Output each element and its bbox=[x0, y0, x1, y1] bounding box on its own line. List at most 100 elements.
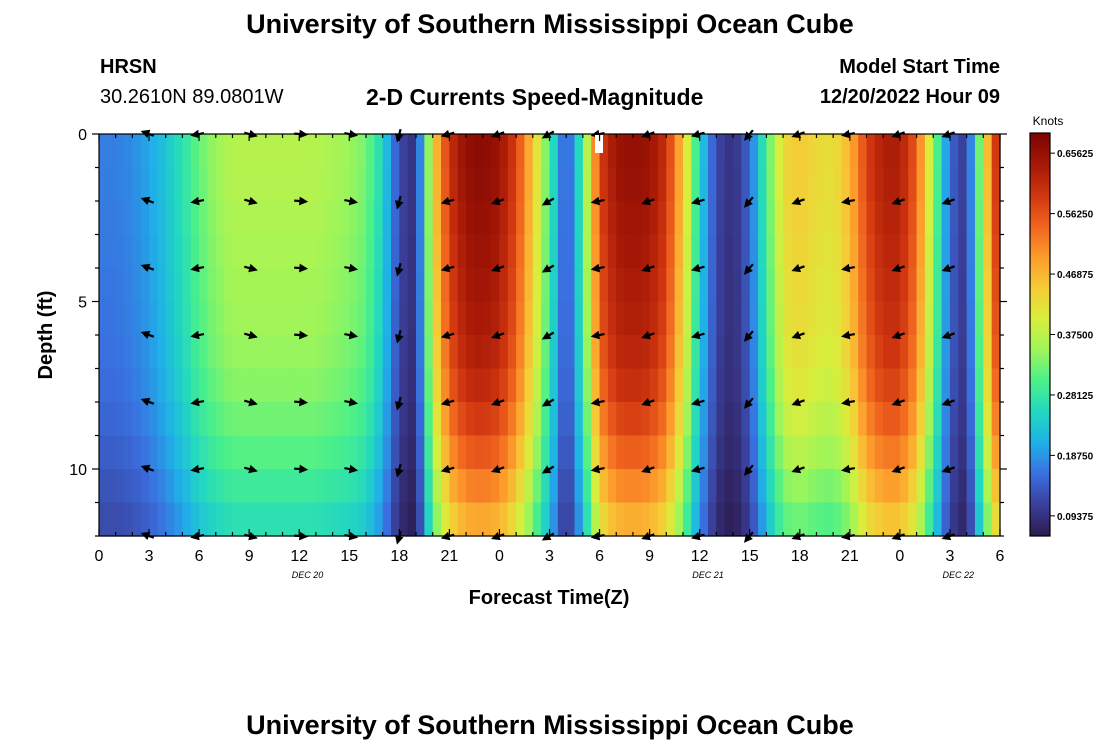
heatmap-cell bbox=[666, 268, 676, 303]
footer-title: University of Southern Mississippi Ocean… bbox=[246, 710, 854, 740]
current-arrow bbox=[541, 331, 555, 340]
heatmap-cell bbox=[491, 268, 501, 303]
current-arrow bbox=[490, 464, 505, 474]
heatmap-cell bbox=[649, 435, 659, 470]
heatmap-cell bbox=[849, 402, 859, 437]
heatmap-cell bbox=[908, 234, 918, 269]
heatmap-cell bbox=[407, 234, 417, 269]
heatmap-cell bbox=[758, 268, 767, 303]
heatmap-cell bbox=[457, 502, 467, 537]
heatmap-cell bbox=[591, 268, 601, 303]
heatmap-cell bbox=[407, 335, 417, 370]
heatmap-cell bbox=[174, 234, 184, 269]
heatmap-cell bbox=[382, 368, 392, 403]
current-arrow bbox=[344, 397, 359, 407]
heatmap-cell bbox=[549, 402, 559, 437]
x-date-label: DEC 21 bbox=[692, 570, 724, 580]
heatmap-cell bbox=[224, 435, 234, 470]
heatmap-cell bbox=[466, 234, 476, 269]
heatmap-cell bbox=[182, 234, 192, 269]
heatmap-cell bbox=[657, 402, 667, 437]
heatmap-cell bbox=[115, 435, 125, 470]
heatmap-cell bbox=[482, 402, 492, 437]
heatmap-cell bbox=[482, 335, 492, 370]
heatmap-cell bbox=[974, 268, 984, 303]
heatmap-cell bbox=[899, 502, 909, 537]
heatmap-cell bbox=[257, 234, 267, 269]
heatmap-cell bbox=[591, 435, 601, 470]
heatmap-cell bbox=[958, 201, 968, 236]
heatmap-cell bbox=[983, 134, 993, 169]
heatmap-cell bbox=[499, 435, 509, 470]
heatmap-cell bbox=[916, 301, 926, 336]
heatmap-cell bbox=[449, 167, 459, 202]
heatmap-cell bbox=[841, 201, 851, 236]
heatmap-cell bbox=[365, 201, 375, 236]
heatmap-cell bbox=[207, 469, 217, 504]
heatmap-cell bbox=[657, 469, 667, 504]
current-arrow bbox=[841, 330, 855, 340]
heatmap-cell bbox=[649, 368, 659, 403]
heatmap-cell bbox=[858, 268, 868, 303]
heatmap-cell bbox=[157, 368, 167, 403]
colorbar-tick-label: 0.09375 bbox=[1057, 512, 1094, 523]
heatmap-cell bbox=[140, 368, 150, 403]
y-axis-label: Depth (ft) bbox=[35, 291, 57, 380]
x-tick-label: 6 bbox=[195, 548, 204, 565]
heatmap-cell bbox=[457, 167, 467, 202]
heatmap-cell bbox=[299, 201, 309, 236]
heatmap-cell bbox=[791, 268, 801, 303]
heatmap-cell bbox=[290, 502, 300, 537]
heatmap-cell bbox=[674, 368, 684, 403]
heatmap-cell bbox=[691, 502, 701, 537]
heatmap-cell bbox=[941, 301, 951, 336]
heatmap-cell bbox=[491, 134, 501, 169]
heatmap-cell bbox=[774, 268, 784, 303]
heatmap-cell bbox=[716, 402, 726, 437]
heatmap-cell bbox=[299, 368, 309, 403]
heatmap-cell bbox=[516, 402, 526, 437]
heatmap-cell bbox=[574, 234, 584, 269]
heatmap-cell bbox=[340, 368, 350, 403]
heatmap-cell bbox=[841, 335, 851, 370]
current-arrow bbox=[490, 330, 505, 340]
heatmap-cell bbox=[374, 201, 384, 236]
heatmap-cell bbox=[641, 402, 651, 437]
heatmap-cell bbox=[874, 402, 884, 437]
heatmap-cell bbox=[215, 402, 225, 437]
heatmap-cell bbox=[691, 167, 701, 202]
heatmap-cell bbox=[649, 301, 659, 336]
heatmap-cell bbox=[791, 402, 801, 437]
heatmap-cell bbox=[599, 335, 609, 370]
heatmap-cell bbox=[240, 301, 250, 336]
heatmap-cell bbox=[549, 435, 559, 470]
heatmap-cell bbox=[991, 469, 1001, 504]
heatmap-cell bbox=[849, 435, 859, 470]
heatmap-cell bbox=[666, 502, 676, 537]
heatmap-cell bbox=[891, 502, 901, 537]
heatmap-cell bbox=[566, 268, 576, 303]
heatmap-cell bbox=[983, 201, 993, 236]
heatmap-cell bbox=[282, 469, 292, 504]
heatmap-cell bbox=[941, 402, 951, 437]
heatmap-cell bbox=[499, 301, 509, 336]
heatmap-cell bbox=[324, 301, 334, 336]
current-arrow bbox=[440, 263, 455, 273]
heatmap-cell bbox=[949, 134, 959, 169]
heatmap-cell bbox=[833, 268, 843, 303]
heatmap-cell bbox=[574, 201, 584, 236]
heatmap-cell bbox=[124, 134, 133, 169]
current-arrow bbox=[891, 263, 905, 273]
heatmap-cell bbox=[541, 402, 551, 437]
heatmap-cell bbox=[808, 335, 818, 370]
x-tick-label: 3 bbox=[545, 548, 554, 565]
heatmap-cell bbox=[557, 335, 567, 370]
current-arrow bbox=[541, 197, 555, 206]
heatmap-cell bbox=[674, 335, 684, 370]
heatmap-cell bbox=[708, 368, 717, 403]
heatmap-cell bbox=[99, 435, 108, 470]
heatmap-cell bbox=[666, 167, 676, 202]
heatmap-cell bbox=[799, 167, 809, 202]
heatmap-cell bbox=[607, 167, 617, 202]
heatmap-cell bbox=[215, 301, 225, 336]
